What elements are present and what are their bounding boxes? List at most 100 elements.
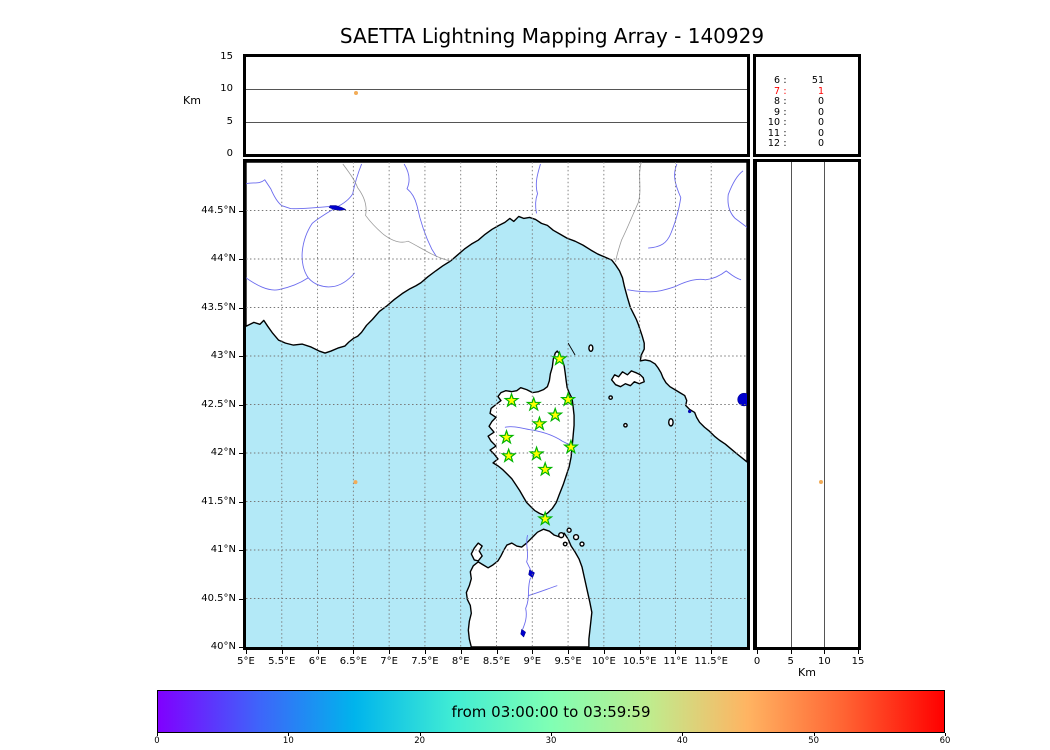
latitude-altitude-panel bbox=[753, 159, 861, 650]
separator: : bbox=[783, 85, 787, 97]
maddalena-island bbox=[562, 541, 568, 547]
hour-value: 11 bbox=[767, 127, 780, 139]
lon-tick bbox=[496, 650, 498, 654]
lake-serre-poncon bbox=[328, 205, 347, 211]
lightning-source-latitude-dot bbox=[818, 480, 823, 485]
count-value: 1 bbox=[817, 85, 824, 97]
colorbar-tick bbox=[551, 733, 552, 736]
hourly-count-row: 9: 0 bbox=[756, 106, 858, 119]
lat-tick-label: 41°N bbox=[210, 544, 236, 555]
lat-tick-label: 43°N bbox=[210, 350, 236, 361]
lon-tick-label: 11°E bbox=[663, 656, 688, 667]
separator: : bbox=[783, 75, 787, 86]
lon-tick bbox=[639, 650, 641, 654]
altitude-gridline bbox=[246, 121, 747, 123]
lon-tick bbox=[281, 650, 283, 654]
hour-value: 12 bbox=[767, 138, 780, 149]
colorbar-tick bbox=[288, 733, 290, 736]
hour-value: 8 bbox=[773, 96, 780, 107]
lon-tick bbox=[603, 650, 605, 654]
lat-tick bbox=[239, 550, 243, 551]
sardinia-lake bbox=[520, 628, 526, 638]
lma-station-star bbox=[562, 438, 580, 455]
colorbar-tick bbox=[419, 733, 421, 736]
colorbar-tick-label: 60 bbox=[939, 736, 951, 746]
colorbar-tick-label: 20 bbox=[414, 736, 426, 746]
capraia-island bbox=[588, 344, 594, 352]
lakes-layer bbox=[328, 205, 747, 638]
lat-tick bbox=[239, 453, 243, 454]
lightning-source-layer bbox=[353, 480, 358, 485]
right-alt-tick-label: 0 bbox=[753, 656, 761, 667]
count-value: 0 bbox=[817, 96, 824, 107]
lma-stations-layer bbox=[498, 350, 580, 526]
map-geography bbox=[246, 162, 747, 647]
count-value: 0 bbox=[817, 127, 824, 139]
lma-station-star bbox=[498, 428, 515, 445]
altitude-tick-label: 10 bbox=[220, 83, 233, 95]
lightning-source-altitude-dot bbox=[353, 90, 358, 95]
maddalena-island bbox=[579, 541, 585, 547]
lma-station-star bbox=[547, 406, 564, 423]
giglio-island bbox=[668, 418, 674, 427]
separator: : bbox=[783, 96, 787, 107]
lon-tick-label: 10.5°E bbox=[622, 656, 657, 667]
separator: : bbox=[783, 106, 787, 118]
colorbar-tick-label: 40 bbox=[676, 736, 688, 746]
corsica bbox=[487, 350, 575, 517]
lon-tick bbox=[424, 650, 426, 654]
altitude-longitude-panel bbox=[243, 54, 750, 157]
count-value: 0 bbox=[817, 117, 824, 128]
hour-value: 10 bbox=[767, 117, 780, 128]
hourly-count-row: 11: 0 bbox=[756, 127, 858, 140]
orbetello-lagoon bbox=[687, 409, 692, 414]
colorbar-tick-label: 0 bbox=[154, 736, 160, 746]
right-alt-tick-label: 10 bbox=[817, 656, 831, 667]
hourly-count-row: 10: 0 bbox=[756, 117, 858, 129]
lat-tick bbox=[239, 356, 243, 357]
colorbar-tick bbox=[682, 733, 684, 736]
lma-station-star bbox=[500, 447, 517, 463]
lat-tick-label: 44°N bbox=[210, 253, 236, 264]
colorbar-tick-label: 10 bbox=[282, 736, 294, 746]
hourly-count-row: 7: 1 bbox=[756, 85, 858, 98]
lon-tick bbox=[568, 650, 570, 654]
count-value: 0 bbox=[817, 106, 824, 118]
map-panel bbox=[243, 159, 750, 650]
altitude-gridline bbox=[790, 162, 792, 647]
count-value: 0 bbox=[817, 138, 824, 149]
colorbar-tick bbox=[157, 733, 158, 736]
right-alt-tick bbox=[858, 650, 859, 654]
lon-tick bbox=[711, 650, 713, 654]
right-alt-tick bbox=[757, 650, 758, 654]
lat-tick-label: 40°N bbox=[210, 641, 236, 652]
maddalena-island bbox=[558, 531, 565, 539]
right-altitude-axis-label: Km bbox=[798, 666, 816, 679]
hourly-count-row: 8: 0 bbox=[756, 96, 858, 108]
lat-tick-label: 42°N bbox=[210, 447, 236, 458]
lat-tick-label: 44.5°N bbox=[201, 204, 236, 216]
right-alt-tick-label: 15 bbox=[851, 656, 865, 667]
lma-station-star bbox=[537, 460, 554, 477]
lma-station-star bbox=[559, 391, 577, 407]
lat-tick bbox=[239, 210, 243, 212]
colorbar-tick bbox=[945, 733, 946, 736]
lat-tick-label: 43.5°N bbox=[201, 301, 236, 313]
count-value: 51 bbox=[811, 75, 824, 86]
rivers-layer bbox=[246, 163, 747, 630]
lake-bolsena bbox=[737, 392, 747, 407]
time-window-label: from 03:00:00 to 03:59:59 bbox=[451, 702, 651, 721]
lma-station-star bbox=[531, 415, 548, 431]
lma-station-star bbox=[525, 395, 542, 412]
lon-tick-label: 5.5°E bbox=[268, 656, 296, 667]
lat-tick bbox=[239, 647, 243, 648]
mainland-france-italy-coast bbox=[246, 162, 747, 463]
separator: : bbox=[783, 127, 787, 139]
lon-tick-label: 9.5°E bbox=[554, 656, 582, 667]
lma-station-star bbox=[551, 350, 568, 366]
lat-tick bbox=[239, 501, 243, 503]
lat-tick-label: 40.5°N bbox=[201, 592, 236, 604]
colorbar-tick-label: 50 bbox=[808, 736, 820, 746]
lightning-source-map-dot bbox=[353, 480, 358, 485]
